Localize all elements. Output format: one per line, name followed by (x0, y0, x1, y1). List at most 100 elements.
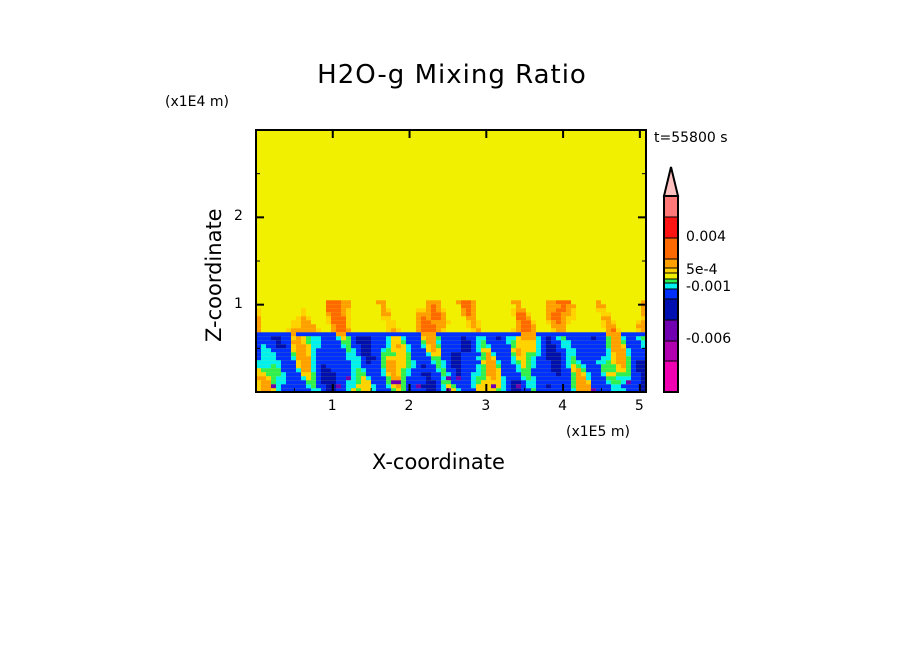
field-cell (576, 332, 581, 337)
field-cell (436, 348, 441, 353)
field-cell (611, 340, 616, 345)
field-cell (611, 360, 616, 365)
field-cell (321, 356, 326, 361)
field-cell (421, 376, 426, 381)
field-cell (401, 376, 406, 381)
field-cell (281, 388, 286, 392)
field-cell (551, 312, 556, 317)
field-cell (456, 380, 461, 385)
field-cell (596, 304, 601, 309)
field-cell (516, 372, 521, 377)
field-cell (296, 380, 301, 385)
field-cell (601, 360, 606, 365)
field-cell (396, 376, 401, 381)
y-unit-label: (x1E4 m) (165, 94, 229, 110)
field-cell (616, 352, 621, 357)
field-cell (496, 384, 501, 389)
field-cell (531, 364, 536, 369)
field-cell (606, 360, 611, 365)
field-cell (301, 340, 306, 345)
field-cell (546, 348, 551, 353)
field-cell (271, 372, 276, 377)
field-cell (311, 340, 316, 345)
field-cell (596, 376, 601, 381)
field-cell (551, 356, 556, 361)
field-cell (616, 356, 621, 361)
field-cell (611, 324, 616, 329)
field-cell (306, 324, 311, 329)
field-cell (481, 352, 486, 357)
field-cell (436, 376, 441, 381)
field-cell (336, 312, 341, 317)
field-cell (546, 316, 551, 321)
field-cell (446, 332, 451, 337)
field-cell (336, 320, 341, 325)
field-cell (411, 380, 416, 385)
field-cell (316, 380, 321, 385)
field-cell (276, 368, 281, 373)
field-cell (256, 312, 261, 317)
field-cell (281, 372, 286, 377)
field-cell (596, 360, 601, 365)
field-cell (501, 376, 506, 381)
field-cell (461, 308, 466, 313)
field-cell (431, 340, 436, 345)
field-cell (636, 332, 641, 337)
field-cell (561, 356, 566, 361)
field-cell (486, 348, 491, 353)
field-cell (516, 348, 521, 353)
field-cell (341, 328, 346, 333)
field-cell (626, 352, 631, 357)
field-cell (376, 356, 381, 361)
field-cell (501, 380, 506, 385)
field-cell (491, 384, 496, 389)
field-cell (446, 380, 451, 385)
field-cell (316, 388, 321, 392)
field-cell (261, 360, 266, 365)
field-cell (331, 348, 336, 353)
field-cell (591, 368, 596, 373)
field-cell (256, 356, 261, 361)
field-cell (316, 368, 321, 373)
field-cell (386, 328, 391, 333)
field-cell (411, 368, 416, 373)
field-cell (611, 376, 616, 381)
field-cell (546, 356, 551, 361)
field-cell (491, 388, 496, 392)
field-cell (596, 300, 601, 305)
field-cell (496, 336, 501, 341)
field-cell (536, 380, 541, 385)
field-cell (546, 368, 551, 373)
field-cell (561, 316, 566, 321)
field-cell (466, 372, 471, 377)
field-cell (286, 336, 291, 341)
field-cell (576, 344, 581, 349)
field-cell (501, 388, 506, 392)
field-cell (551, 316, 556, 321)
field-cell (306, 328, 311, 333)
field-cell (331, 316, 336, 321)
field-cell (551, 384, 556, 389)
field-cell (446, 348, 451, 353)
field-cell (426, 340, 431, 345)
field-cell (636, 380, 641, 385)
field-cell (371, 356, 376, 361)
field-cell (566, 376, 571, 381)
field-cell (436, 328, 441, 333)
field-cell (576, 336, 581, 341)
field-cell (476, 336, 481, 341)
colorbar-segment (663, 360, 679, 393)
field-cell (616, 384, 621, 389)
x-tick-label: 1 (327, 398, 337, 414)
field-cell (286, 332, 291, 337)
field-cell (401, 344, 406, 349)
field-cell (616, 372, 621, 377)
field-cell (526, 388, 531, 392)
field-cell (501, 372, 506, 377)
field-cell (441, 372, 446, 377)
field-cell (641, 380, 646, 385)
field-cell (526, 340, 531, 345)
field-cell (471, 312, 476, 317)
field-cell (491, 360, 496, 365)
field-cell (361, 368, 366, 373)
